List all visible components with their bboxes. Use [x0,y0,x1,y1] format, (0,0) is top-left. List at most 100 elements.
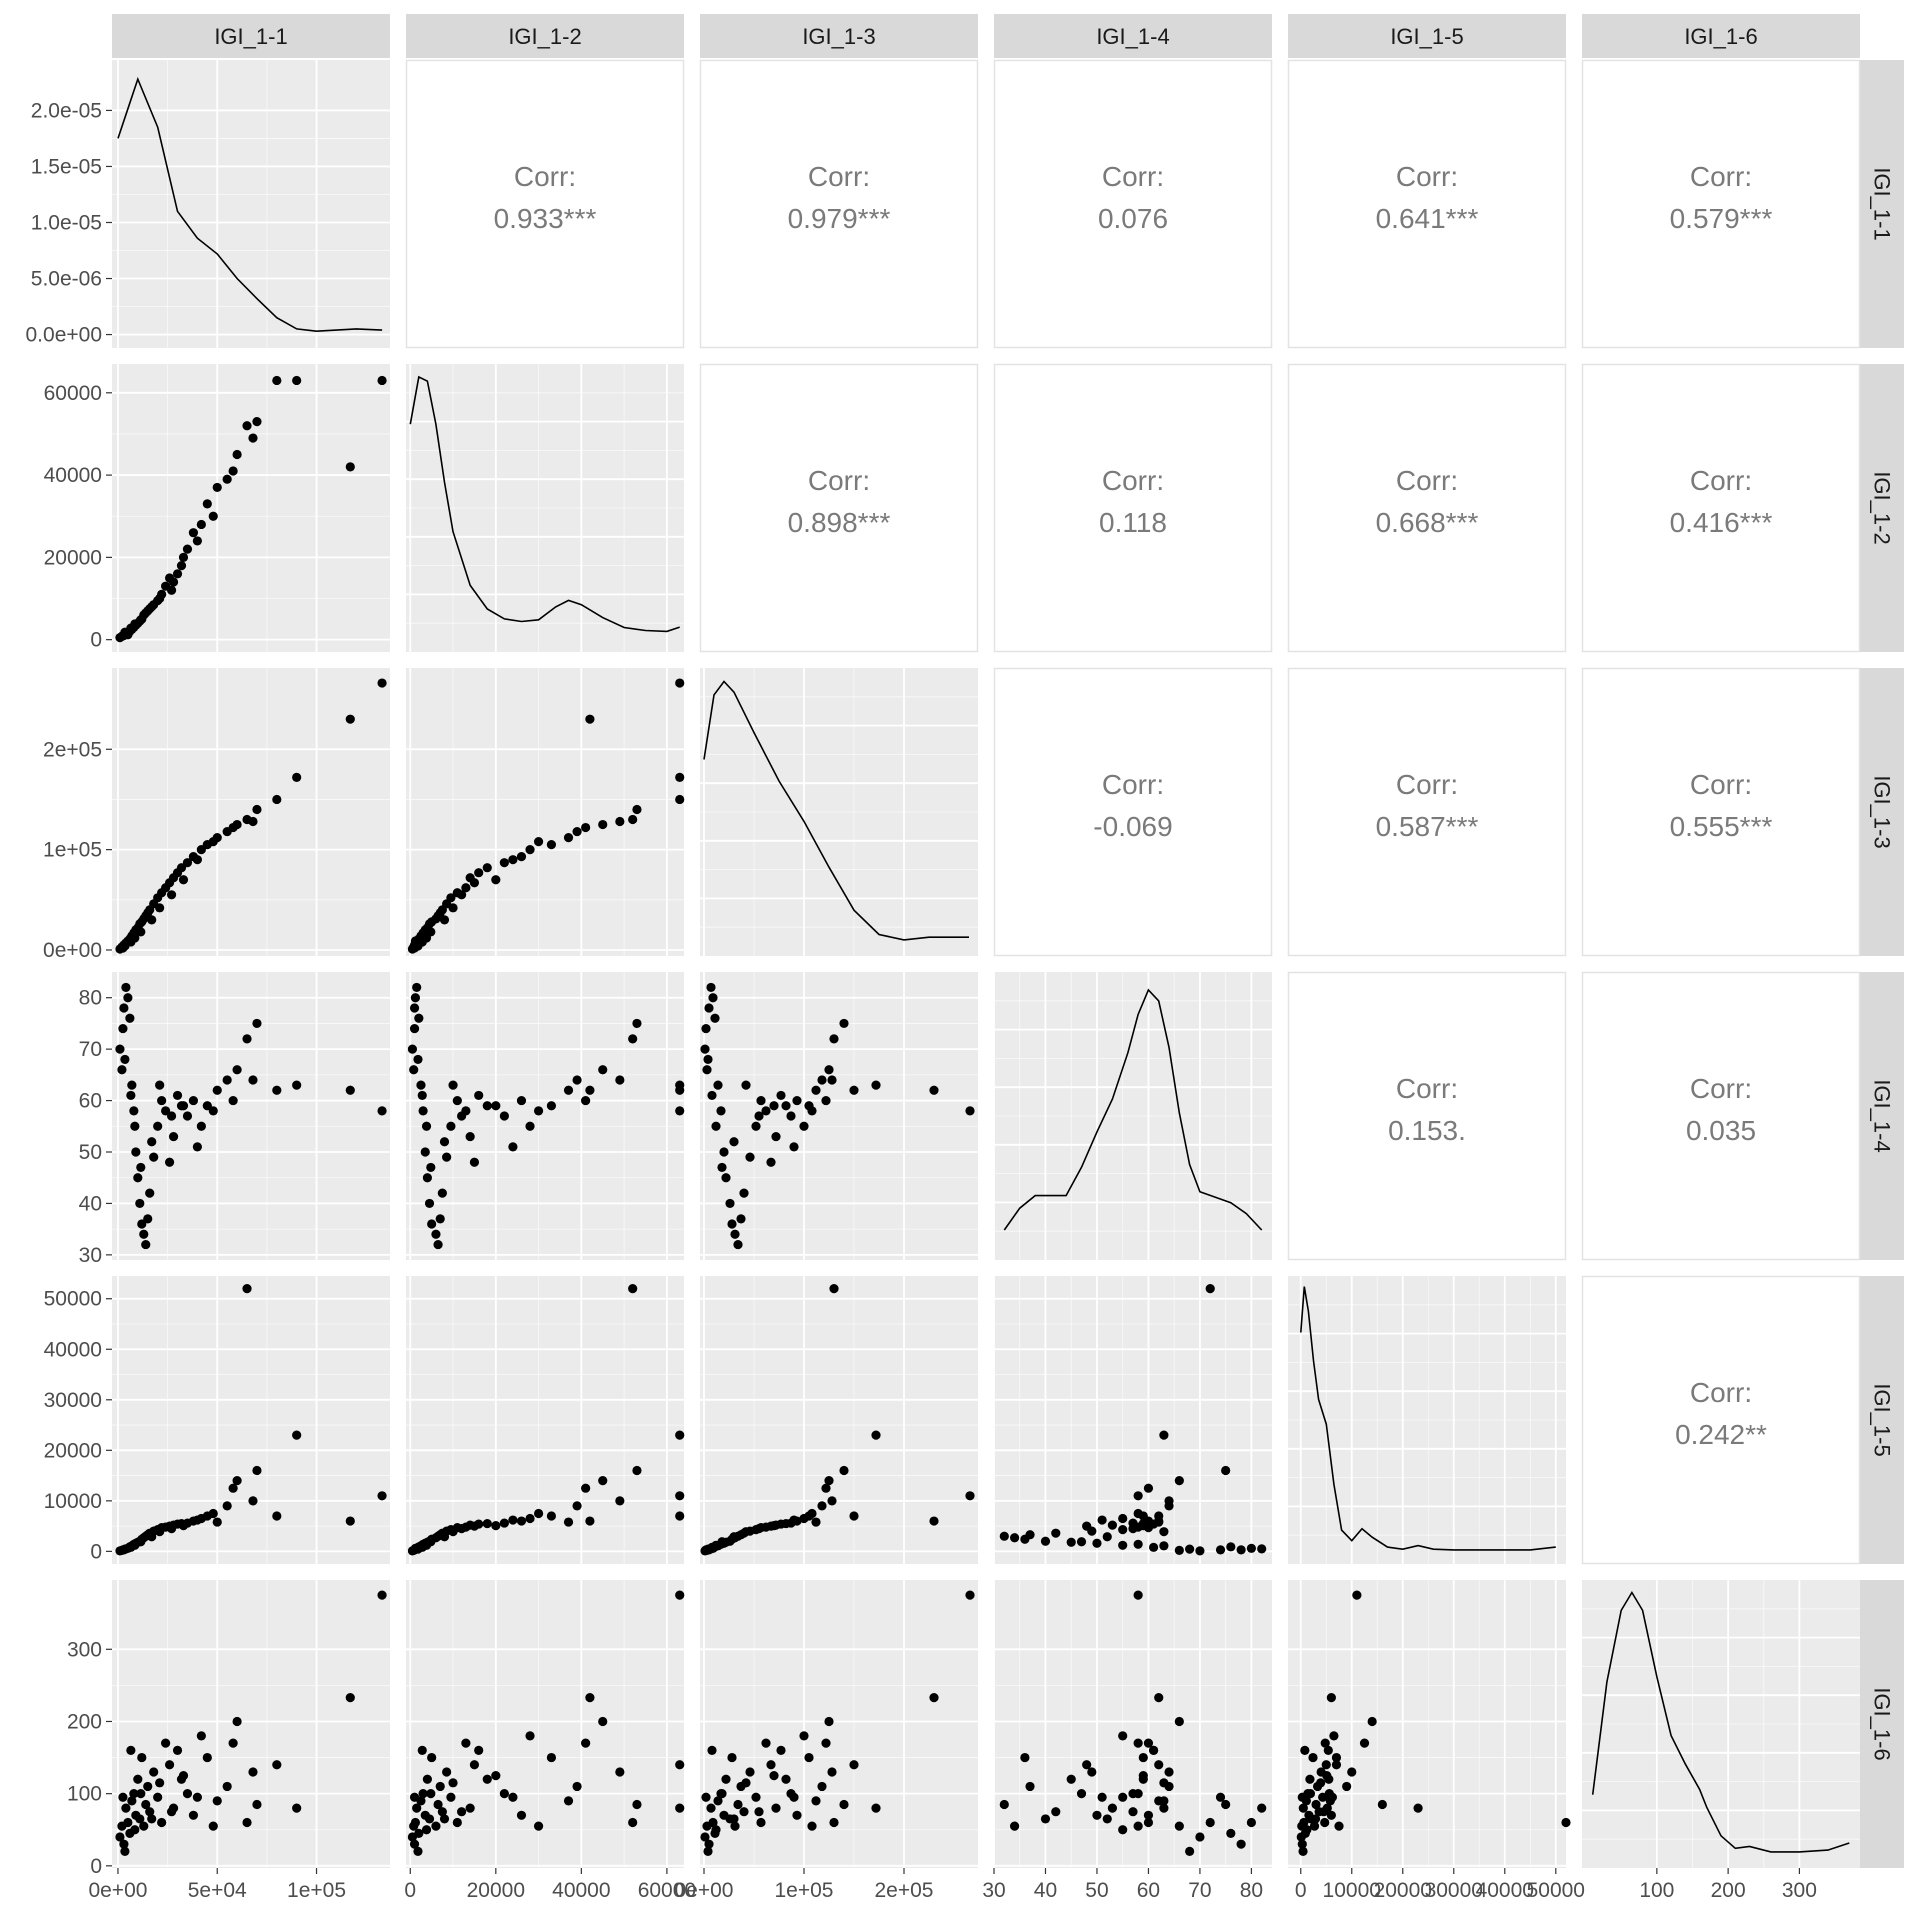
data-point [546,840,557,850]
correlation-value: -0.069 [1093,811,1172,842]
data-point [292,1803,302,1813]
data-point [192,536,202,546]
data-point [166,890,177,900]
data-point [1159,1778,1169,1788]
data-point [155,903,165,913]
data-point [182,858,193,868]
data-point [161,1738,171,1748]
data-point [1352,1590,1362,1600]
data-point [585,1516,595,1526]
data-point [153,1121,163,1131]
data-point [208,1106,218,1116]
data-point [222,1501,232,1511]
data-point [781,1101,791,1111]
data-point [120,1846,130,1856]
data-point [745,1767,755,1777]
data-point [1133,1491,1143,1501]
data-point [929,1693,939,1703]
column-strip-label: IGI_1-4 [1096,24,1169,49]
correlation-label: Corr: [1690,161,1752,192]
data-point [119,1839,129,1849]
data-point [1133,1590,1143,1600]
data-point [130,1121,140,1131]
data-point [482,863,492,873]
data-point [491,875,501,885]
data-point [675,678,685,688]
data-point [1154,1760,1164,1770]
correlation-value: 0.416*** [1670,507,1773,538]
data-point [615,816,625,827]
data-point [1051,1528,1061,1538]
data-point [457,1524,467,1534]
data-point [1221,1465,1231,1476]
data-point [707,1745,717,1755]
data-point [1246,1817,1257,1828]
data-point [581,1738,591,1748]
data-point [754,1111,764,1121]
data-point [1092,1538,1102,1548]
data-point [1342,1781,1352,1792]
data-point [771,1131,781,1142]
data-point [1185,1544,1195,1554]
x-tick-label: 100 [1639,1879,1674,1902]
data-point [598,1716,608,1727]
data-point [120,1054,130,1065]
data-point [212,1517,222,1527]
data-point [849,1511,859,1521]
data-point [1331,1752,1342,1763]
y-tick-label: 100 [67,1783,102,1806]
column-strip [700,14,978,58]
data-point [127,1796,137,1806]
data-point [598,1476,608,1486]
data-point [786,1111,796,1121]
data-point [176,561,187,571]
data-point [736,1214,746,1224]
data-point [781,1774,791,1784]
data-point [437,1807,447,1817]
x-tick-label: 0e+00 [88,1879,147,1902]
data-point [829,1034,839,1044]
data-point [1174,1716,1184,1727]
data-point [410,1817,421,1828]
data-point [675,1803,685,1813]
data-point [292,375,302,386]
data-point [417,1090,427,1101]
data-point [137,1752,147,1763]
data-point [115,1044,125,1054]
plot-panel [406,1276,684,1564]
data-point [1305,1789,1316,1799]
data-point [196,1731,206,1741]
data-point [345,714,355,724]
y-tick-label: 300 [67,1638,102,1661]
data-point [632,1465,642,1476]
data-point [427,1752,437,1763]
data-point [1082,1760,1092,1770]
y-tick-label: 2e+05 [43,738,102,761]
data-point [1118,1825,1128,1835]
column-strip [112,14,390,58]
data-point [248,433,258,443]
data-point [499,1518,509,1528]
data-point [143,1781,153,1792]
data-point [292,1430,302,1440]
data-point [1159,1527,1169,1537]
data-point [829,1284,839,1294]
data-point [1174,1545,1184,1555]
data-point [172,1745,183,1755]
data-point [1138,1521,1148,1531]
correlation-label: Corr: [1396,161,1458,192]
data-point [929,1085,939,1095]
data-point [516,1810,527,1820]
data-point [1257,1544,1267,1554]
data-point [252,1799,262,1810]
data-point [756,1817,766,1828]
data-point [123,1817,133,1828]
data-point [465,1803,475,1813]
data-point [999,1531,1009,1541]
x-tick-label: 70 [1188,1879,1211,1902]
data-point [1323,1745,1333,1755]
row-strip [1860,364,1904,652]
data-point [491,1771,501,1781]
y-tick-label: 50 [79,1141,102,1164]
data-point [1310,1814,1321,1824]
